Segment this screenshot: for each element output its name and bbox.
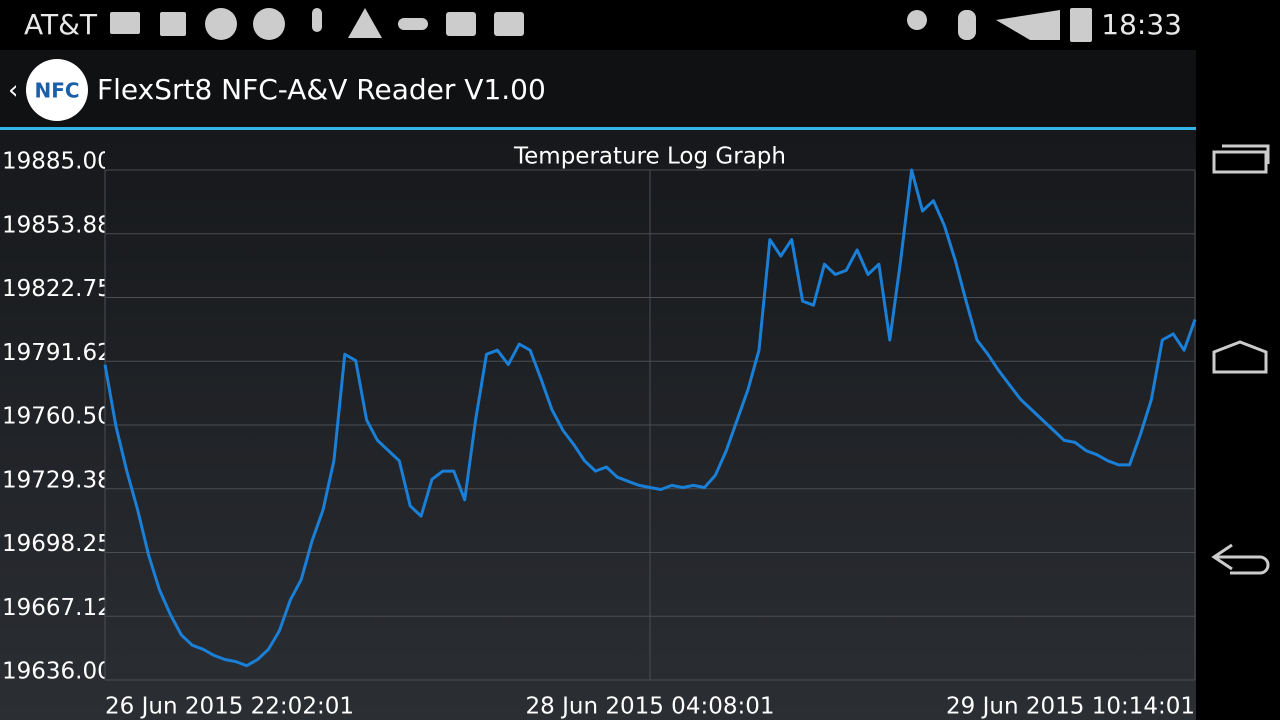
y-tick-label: 19698.25 bbox=[2, 531, 112, 557]
y-tick-label: 19885.00 bbox=[2, 149, 112, 175]
y-tick-label: 19729.38 bbox=[2, 467, 112, 493]
y-tick-label: 19667.12 bbox=[2, 595, 112, 621]
x-tick-label: 28 Jun 2015 04:08:01 bbox=[526, 694, 775, 720]
nav-icons bbox=[1211, 144, 1270, 575]
divider bbox=[0, 127, 1196, 130]
clock: 18:33 bbox=[1101, 8, 1182, 41]
data-line bbox=[103, 168, 1197, 668]
y-tick-label: 19853.88 bbox=[2, 212, 112, 238]
app-title: FlexSrt8 NFC-A&V Reader V1.00 bbox=[97, 73, 546, 106]
chart-title: Temperature Log Graph bbox=[513, 144, 786, 170]
y-tick-label: 19760.50 bbox=[2, 404, 112, 430]
app-logo[interactable] bbox=[26, 59, 88, 121]
carrier: AT&T bbox=[24, 8, 98, 41]
y-tick-label: 19791.62 bbox=[2, 340, 112, 366]
y-tick-label: 19636.00 bbox=[2, 659, 112, 685]
up-caret[interactable]: ‹ bbox=[8, 76, 18, 106]
app-logo-text: NFC bbox=[34, 79, 79, 103]
status-icons bbox=[110, 8, 1092, 42]
action-bar bbox=[0, 50, 1196, 127]
x-tick-label: 29 Jun 2015 10:14:01 bbox=[946, 694, 1195, 720]
chart: Temperature Log Graph19636.0019667.12196… bbox=[2, 144, 1197, 720]
y-tick-label: 19822.75 bbox=[2, 276, 112, 302]
x-tick-label: 26 Jun 2015 22:02:01 bbox=[105, 694, 354, 720]
status-bar bbox=[0, 0, 1196, 50]
y-tick-labels: 19636.00 19667.12 19698.25 19729.38 19760.50… bbox=[2, 149, 112, 685]
